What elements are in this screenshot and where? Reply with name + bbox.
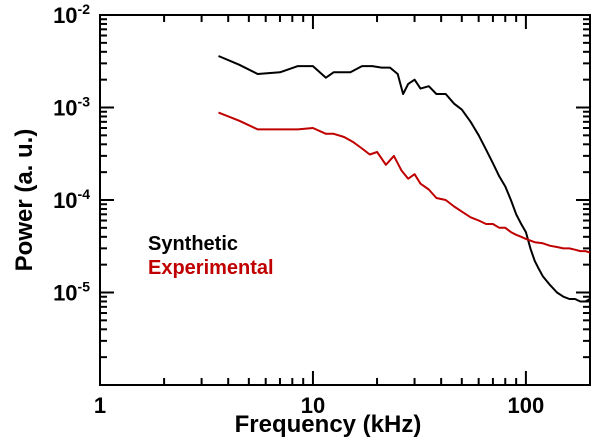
- x-tick-label: 1: [94, 393, 106, 418]
- y-tick-label: 10-4: [53, 186, 90, 213]
- series-layer: [218, 55, 591, 303]
- y-tick-label: 10-5: [53, 279, 90, 306]
- plot-frame: [99, 14, 591, 386]
- legend-label-synthetic: Synthetic: [148, 233, 238, 255]
- y-axis-title: Power (a. u.): [11, 129, 38, 272]
- series-line-synthetic: [218, 55, 591, 303]
- y-tick-label: 10-2: [53, 1, 90, 28]
- y-tick-label: 10-3: [53, 94, 90, 121]
- axis-ticks: [99, 15, 591, 386]
- x-axis-title: Frequency (kHz): [235, 411, 422, 438]
- x-tick-label: 100: [508, 393, 545, 418]
- series-line-experimental: [218, 111, 591, 254]
- x-tick-label: 10: [301, 393, 325, 418]
- legend-label-experimental: Experimental: [148, 257, 274, 279]
- axis-tick-labels: 1 10 100 10-5 10-4 10-3 10-2: [53, 1, 544, 418]
